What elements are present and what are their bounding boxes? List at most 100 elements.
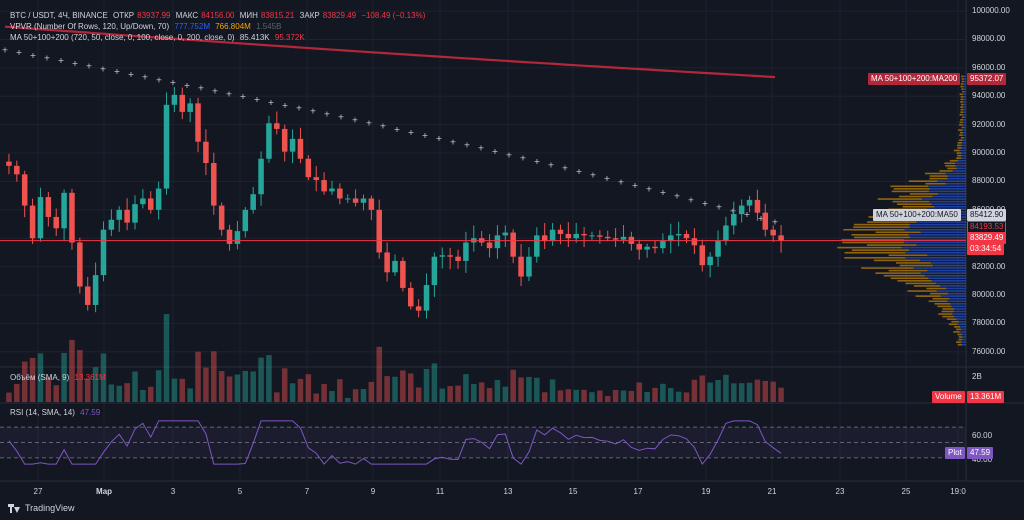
candle-body (597, 235, 603, 237)
brand-label: TradingView (25, 503, 75, 513)
ma50-marker: + (268, 98, 275, 107)
vpvr-up-bar (916, 221, 966, 223)
candle-body (187, 103, 193, 112)
vpvr-up-bar (962, 124, 966, 126)
ma50-marker: + (562, 164, 569, 173)
candle-body (124, 209, 130, 223)
volume-tag-value: 13.361M (967, 391, 1005, 403)
volume-bar (179, 378, 186, 402)
vpvr-down-bar (960, 85, 964, 88)
candle-body (746, 199, 753, 206)
candle-body (195, 103, 201, 142)
time-tick: 27 (33, 487, 43, 496)
vpvr-down-bar (961, 126, 964, 129)
vpvr-down-bar (837, 246, 902, 249)
candle-body (770, 229, 776, 236)
volume-bar (155, 370, 162, 402)
candle-body (289, 138, 296, 152)
vpvr-down-bar (883, 274, 925, 277)
vpvr-down-bar (960, 103, 964, 106)
candle-body (392, 260, 398, 273)
vpvr-up-bar (955, 162, 966, 165)
candle-body (203, 141, 209, 163)
volume-bar (683, 392, 690, 402)
volume-bar (203, 367, 209, 402)
ma50-marker: + (282, 101, 289, 110)
vpvr-up-bar (963, 136, 966, 139)
candle-body (84, 286, 91, 305)
candle-body (636, 243, 642, 250)
ma50-marker: + (422, 131, 429, 140)
symbol-title[interactable]: BTC / USDT, 4Ч, BINANCE (10, 11, 108, 20)
vpvr-down-bar (867, 221, 917, 223)
vpvr-up-bar (963, 126, 966, 129)
vpvr-down-bar (898, 195, 933, 198)
candle-body (463, 242, 469, 261)
time-tick: 7 (304, 487, 310, 496)
vpvr-down-bar (929, 175, 948, 177)
candle-body (77, 242, 83, 287)
ma50-marker: + (86, 62, 93, 71)
vpvr-down-bar (956, 328, 962, 331)
candle-body (415, 306, 422, 311)
vpvr-down-bar (877, 198, 922, 200)
rsi-legend[interactable]: RSI (14, SMA, 14) 47.59 (10, 407, 103, 418)
volume-bar (274, 392, 280, 402)
ma50-marker: + (30, 51, 37, 60)
ma50-marker: + (576, 167, 583, 176)
volume-bar (77, 350, 83, 402)
rsi-line (8, 420, 782, 466)
vpvr-down-bar (956, 341, 962, 343)
footer[interactable]: TradingView (8, 503, 75, 513)
vpvr-up-bar (913, 267, 966, 269)
high-value: 84156.00 (201, 11, 235, 20)
volume-bar (195, 351, 201, 402)
ma50-marker: + (58, 56, 65, 65)
vpvr-down-bar (956, 152, 962, 154)
ma50-tag-value: 85412.90 (967, 209, 1007, 221)
ma50-marker: + (604, 174, 611, 183)
vpvr-down-bar (902, 205, 935, 208)
vpvr-up-bar (962, 338, 966, 341)
vpvr-up-bar (963, 80, 966, 83)
rsi-title: RSI (14, SMA, 14) (10, 408, 75, 417)
candle-body (754, 199, 761, 213)
vpvr-up-bar (961, 152, 966, 154)
vpvr-up-bar (937, 180, 966, 182)
volume-bar (652, 387, 658, 402)
vpvr-legend[interactable]: VPVR (Number Of Rows, 120, Up/Down, 70) … (10, 21, 284, 32)
ma50-marker: + (366, 119, 373, 128)
ma50-marker: + (702, 199, 709, 208)
time-tick: 17 (633, 487, 643, 496)
volume-bar (29, 357, 36, 402)
candle-body (668, 235, 674, 242)
volume-bar (337, 379, 343, 402)
volume-legend[interactable]: Объём (SMA, 9) 13.361M (10, 372, 109, 383)
ma-legend[interactable]: MA 50+100+200 (720, 50, close, 0, 100, c… (10, 32, 308, 43)
candle-body (29, 205, 36, 239)
volume-bar (620, 390, 627, 402)
vpvr-down-bar (962, 90, 965, 93)
vpvr-down-bar (873, 259, 920, 262)
candle-body (612, 238, 619, 240)
vpvr-down-bar (854, 236, 911, 239)
ma50-marker: + (478, 144, 485, 153)
vpvr-up-bar (961, 144, 966, 147)
candle-body (337, 188, 343, 199)
ma200-tag-value: 95372.07 (967, 73, 1007, 85)
vpvr-up-bar (963, 103, 966, 106)
close-label: ЗАКР (299, 11, 320, 20)
ma50-marker: + (408, 128, 415, 137)
vpvr-up-bar (932, 195, 966, 198)
vpvr-up-bar (949, 297, 966, 300)
vpvr-up-bar (936, 290, 966, 292)
vpvr-down-bar (960, 111, 964, 113)
vpvr-down-bar (946, 318, 957, 320)
vpvr-up-bar (937, 193, 966, 195)
vpvr-up-bar (908, 234, 966, 236)
volume-bar (518, 377, 524, 402)
tradingview-logo-icon (8, 503, 21, 513)
vpvr-up-bar (909, 226, 966, 228)
candle-body (116, 209, 122, 220)
